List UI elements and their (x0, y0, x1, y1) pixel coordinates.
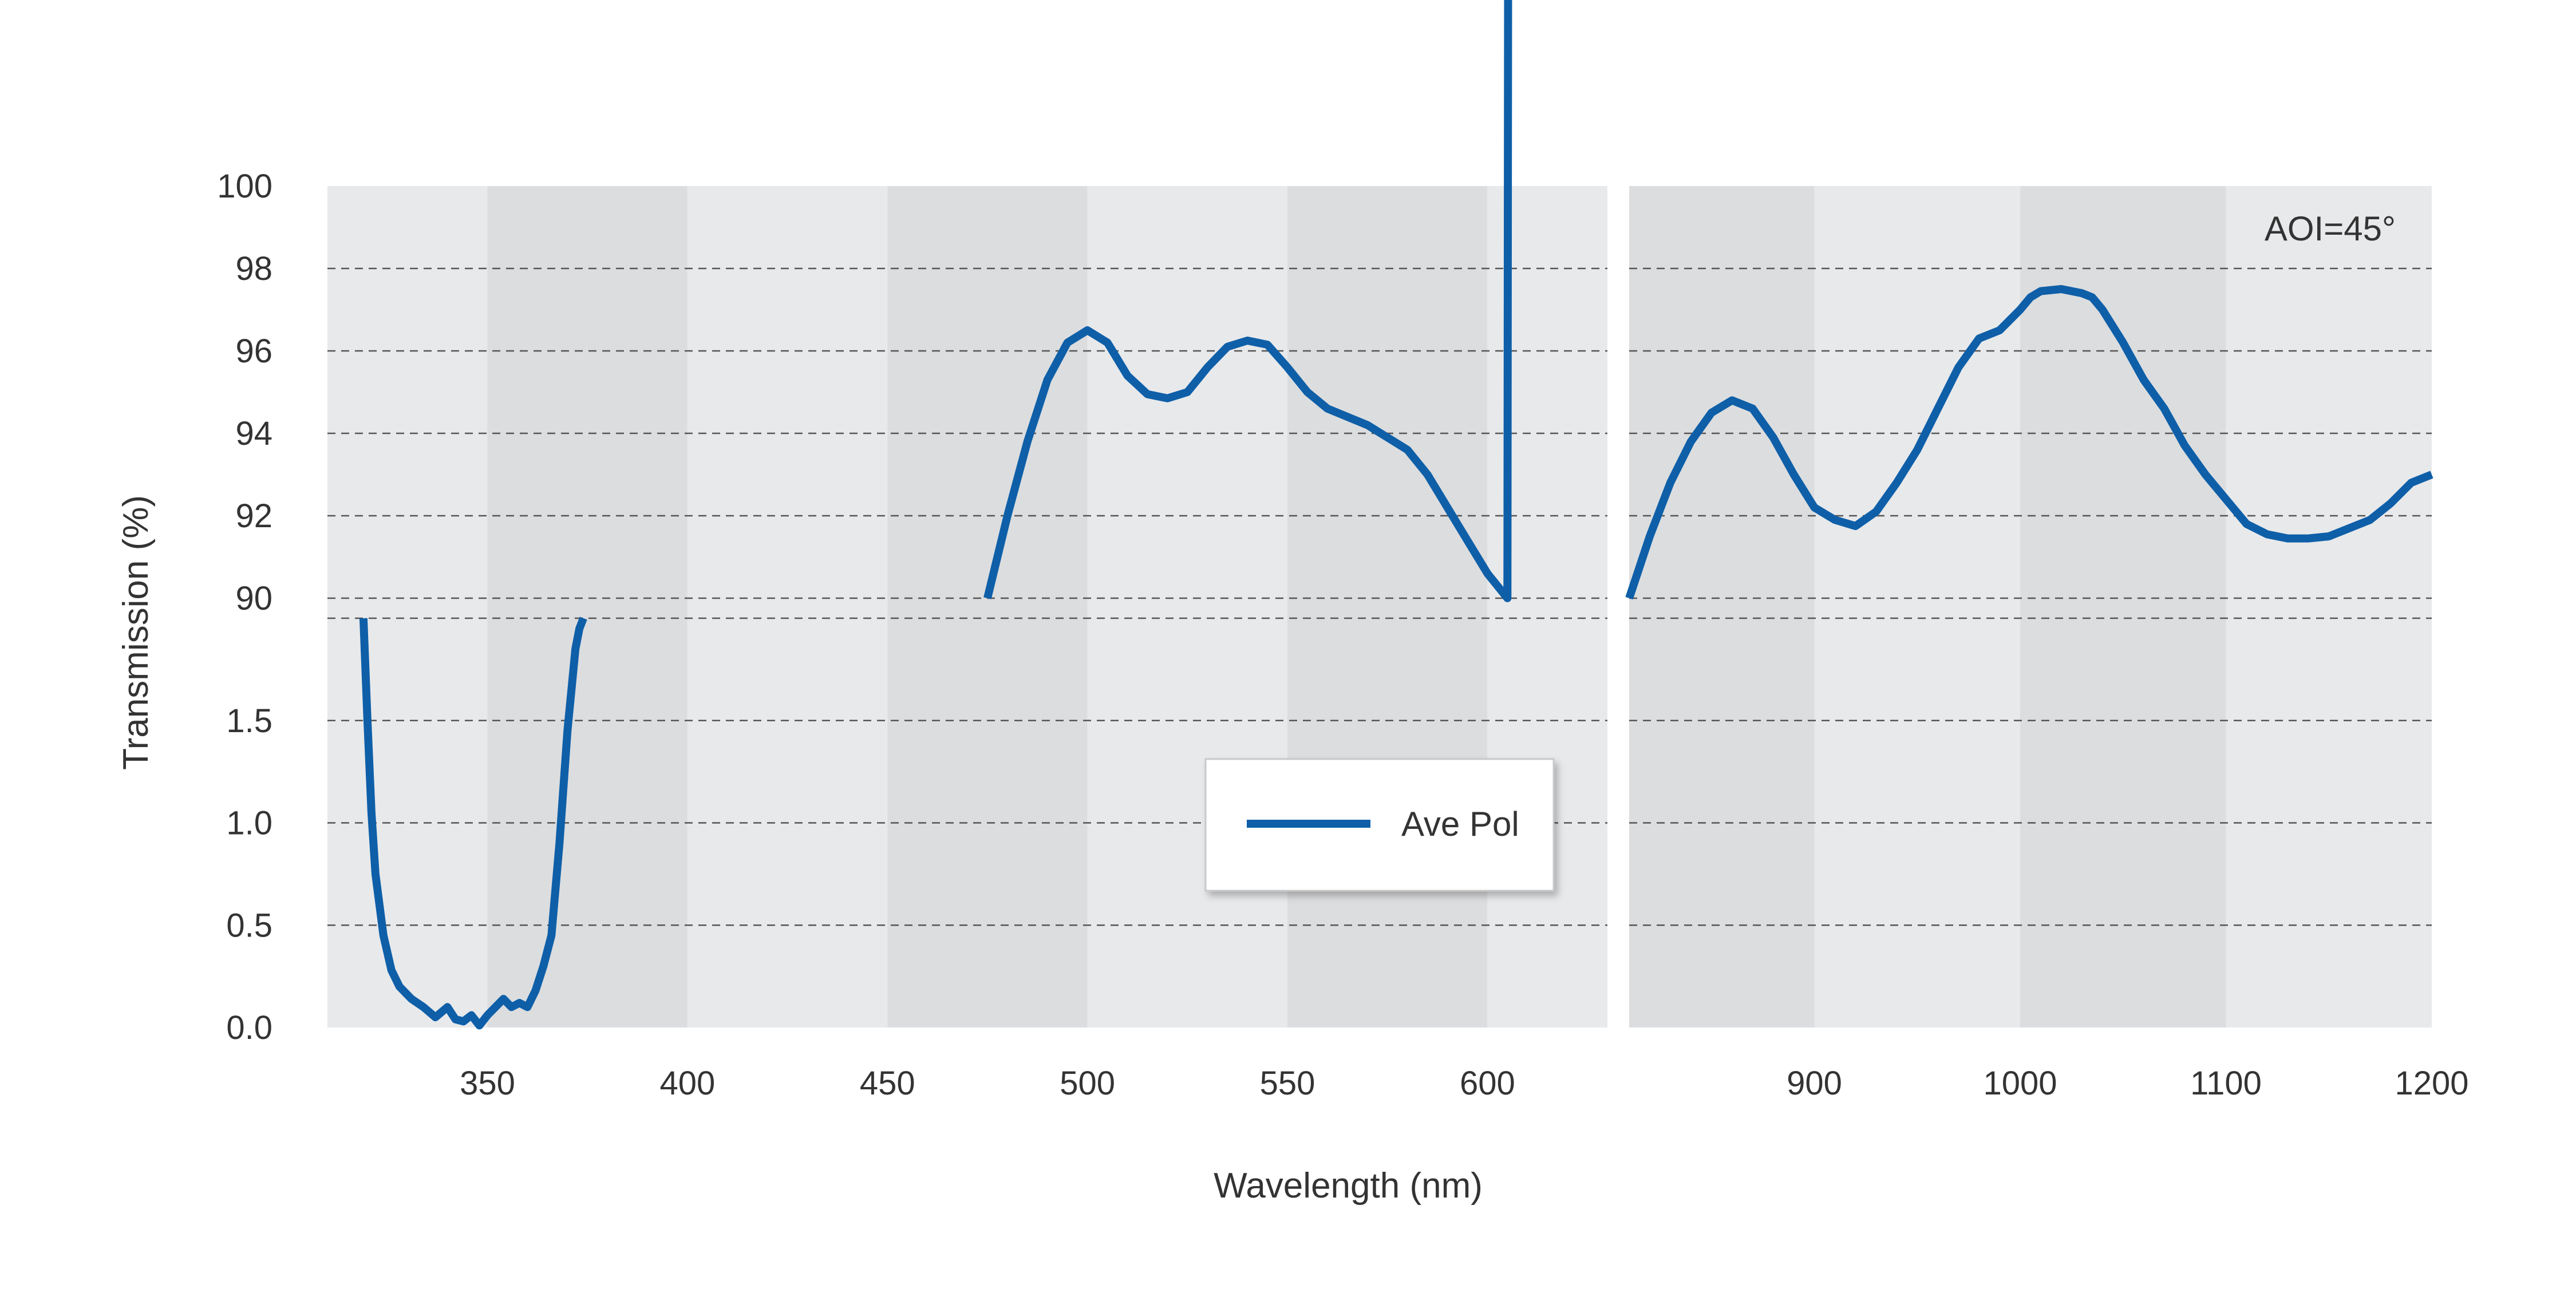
x-tick-label-900: 900 (1787, 1065, 1842, 1102)
y-tick-label-1.0: 1.0 (226, 805, 272, 842)
series-ave-pol-segment-0 (359, 617, 587, 1030)
x-tick-label-500: 500 (1060, 1065, 1115, 1102)
series-ave-pol-segment-2 (1625, 285, 2433, 600)
chart-panels (327, 186, 2432, 1028)
y-tick-label-90: 90 (235, 580, 272, 617)
y-tick-label-94: 94 (235, 415, 272, 452)
x-tick-label-600: 600 (1460, 1065, 1515, 1102)
series-ave-pol-segment-1 (983, 0, 1512, 602)
y-tick-labels: 0.0 0.5 1.0 1.5 90 92 94 96 98 100 (217, 168, 272, 1046)
x-tick-labels: 350 400 450 500 550 600 900 1000 1100 1200 (460, 1065, 2468, 1102)
panel-1-band-1 (1814, 186, 2021, 1028)
panel-0-band-4 (1087, 186, 1287, 1028)
x-tick-label-1200: 1200 (2395, 1065, 2468, 1102)
y-tick-label-98: 98 (235, 250, 272, 287)
y-tick-label-0.0: 0.0 (226, 1009, 272, 1046)
x-tick-label-450: 450 (860, 1065, 915, 1102)
chart-series (359, 0, 2433, 1030)
legend-label: Ave Pol (1401, 805, 1519, 843)
panel-1-band-3 (2226, 186, 2432, 1028)
panel-1-band-2 (2020, 186, 2226, 1028)
y-axis-title: Transmission (%) (116, 495, 156, 770)
chart-gridlines (327, 267, 2432, 926)
panel-0-band-3 (887, 186, 1088, 1028)
x-tick-label-1000: 1000 (1984, 1065, 2057, 1102)
y-tick-label-1.5: 1.5 (226, 702, 272, 740)
panel-0-band-0 (327, 186, 488, 1028)
panel-0-band-5 (1287, 186, 1488, 1028)
panel-0-band-1 (487, 186, 688, 1028)
x-axis-title: Wavelength (nm) (1214, 1166, 1483, 1206)
panel-0-band-2 (687, 186, 888, 1028)
aoi-annotation: AOI=45° (2265, 210, 2396, 248)
y-tick-label-100: 100 (217, 168, 272, 205)
legend: Ave Pol (1204, 758, 1555, 892)
x-tick-label-550: 550 (1260, 1065, 1315, 1102)
x-tick-label-1100: 1100 (2190, 1065, 2262, 1102)
panel-1-band-0 (1629, 186, 1815, 1028)
y-tick-label-96: 96 (235, 333, 272, 370)
y-tick-label-92: 92 (235, 497, 272, 535)
x-tick-label-350: 350 (460, 1065, 515, 1102)
x-tick-label-400: 400 (659, 1065, 715, 1102)
y-tick-label-0.5: 0.5 (226, 907, 272, 944)
